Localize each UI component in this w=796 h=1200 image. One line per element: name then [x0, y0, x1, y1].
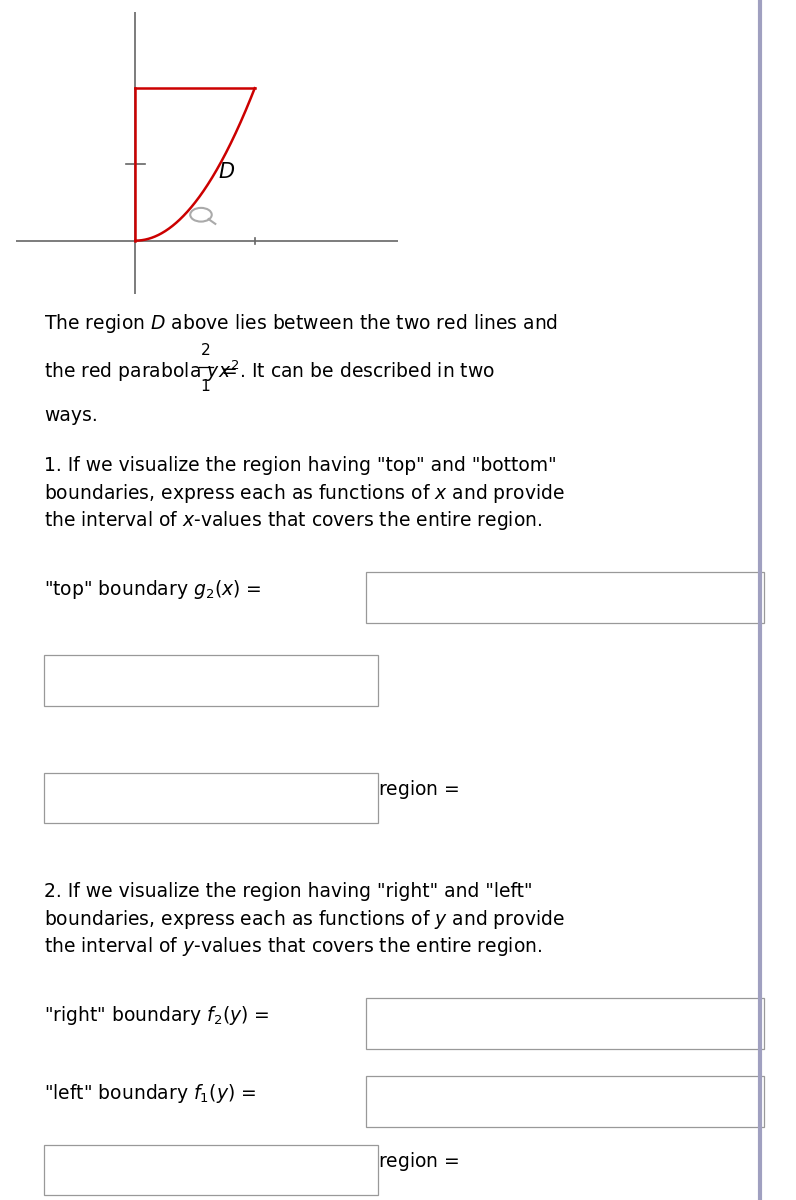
Text: interval of $x$ values that covers the region =: interval of $x$ values that covers the r… [44, 778, 459, 800]
Text: the interval of $y$-values that covers the entire region.: the interval of $y$-values that covers t… [44, 935, 542, 958]
Text: boundaries, express each as functions of $y$ and provide: boundaries, express each as functions of… [44, 908, 564, 931]
Text: boundaries, express each as functions of $x$ and provide: boundaries, express each as functions of… [44, 482, 564, 505]
FancyBboxPatch shape [366, 1076, 764, 1127]
Text: ways.: ways. [44, 406, 98, 425]
FancyBboxPatch shape [44, 1145, 378, 1195]
Text: The region $D$ above lies between the two red lines and: The region $D$ above lies between the tw… [44, 312, 558, 335]
Text: the interval of $x$-values that covers the entire region.: the interval of $x$-values that covers t… [44, 509, 542, 532]
Text: 2. If we visualize the region having "right" and "left": 2. If we visualize the region having "ri… [44, 882, 533, 901]
Text: "top" boundary $g_2(x)$ =: "top" boundary $g_2(x)$ = [44, 578, 261, 601]
Text: "right" boundary $f_2(y)$ =: "right" boundary $f_2(y)$ = [44, 1004, 269, 1027]
Text: interval of $y$ values that covers the region =: interval of $y$ values that covers the r… [44, 1150, 459, 1172]
Text: "left" boundary $f_1(y)$ =: "left" boundary $f_1(y)$ = [44, 1082, 256, 1105]
Text: 2: 2 [201, 343, 210, 358]
Text: $x^2$. It can be described in two: $x^2$. It can be described in two [218, 360, 495, 382]
FancyBboxPatch shape [44, 655, 378, 706]
Text: 1: 1 [201, 379, 210, 394]
Text: D: D [219, 162, 235, 182]
Text: the red parabola $y = $: the red parabola $y = $ [44, 360, 236, 383]
Text: "bottom" boundary $g_1(x)$ =: "bottom" boundary $g_1(x)$ = [44, 660, 298, 683]
FancyBboxPatch shape [366, 572, 764, 623]
FancyBboxPatch shape [366, 998, 764, 1049]
Text: 1. If we visualize the region having "top" and "bottom": 1. If we visualize the region having "to… [44, 456, 556, 475]
FancyBboxPatch shape [44, 773, 378, 823]
